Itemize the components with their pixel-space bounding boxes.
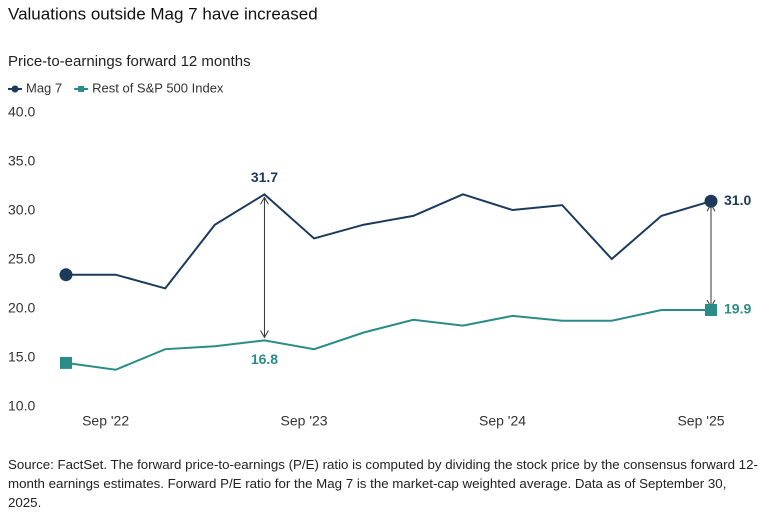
chart-subtitle: Price-to-earnings forward 12 months <box>8 53 251 70</box>
y-tick-label: 40.0 <box>8 104 35 120</box>
end-marker <box>704 194 718 208</box>
y-tick-label: 10.0 <box>8 398 35 414</box>
series-line <box>65 308 711 371</box>
arrow-head <box>260 196 269 205</box>
x-tick-label: Sep '23 <box>281 413 328 429</box>
y-tick-label: 30.0 <box>8 202 35 218</box>
legend-marker <box>78 86 85 92</box>
y-tick-label: 35.0 <box>8 153 35 169</box>
legend-label: Rest of S&P 500 Index <box>92 80 224 95</box>
legend-label: Mag 7 <box>26 80 62 95</box>
end-marker <box>59 268 73 282</box>
chart: Valuations outside Mag 7 have increased … <box>8 4 751 429</box>
data-label: 31.0 <box>724 192 751 208</box>
y-tick-label: 25.0 <box>8 251 35 267</box>
data-label: 31.7 <box>251 169 278 185</box>
y-tick-label: 15.0 <box>8 349 35 365</box>
y-tick-label: 20.0 <box>8 300 35 316</box>
data-label: 19.9 <box>724 301 751 317</box>
x-tick-label: Sep '25 <box>677 413 724 429</box>
source-note: Source: FactSet. The forward price-to-ea… <box>8 457 758 510</box>
x-tick-label: Sep '22 <box>82 413 129 429</box>
chart-title: Valuations outside Mag 7 have increased <box>8 4 318 23</box>
end-marker <box>60 356 72 369</box>
series-line <box>66 193 712 290</box>
arrow-head <box>260 330 269 339</box>
legend-marker <box>11 85 19 93</box>
x-tick-label: Sep '24 <box>479 413 526 429</box>
data-label: 16.8 <box>251 351 278 367</box>
end-marker <box>705 303 717 316</box>
